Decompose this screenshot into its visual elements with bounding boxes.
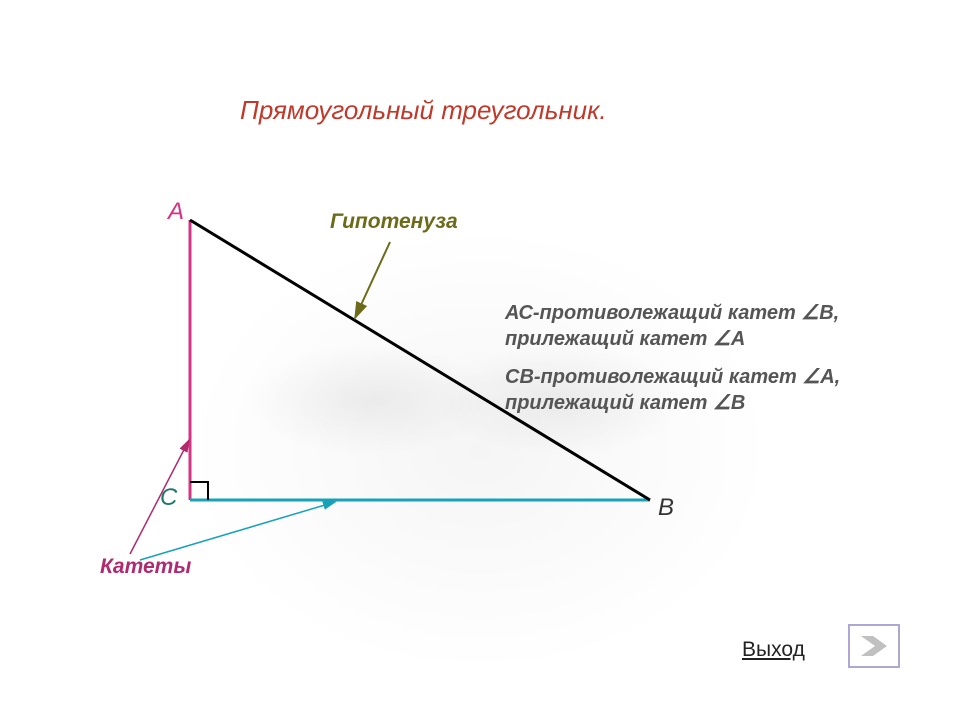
desc-line-1: АС-противолежащий катет ∠В, bbox=[505, 300, 839, 325]
vertex-label-a: А bbox=[168, 198, 184, 226]
legs-label: Катеты bbox=[100, 555, 191, 579]
vertex-label-c: С bbox=[160, 484, 177, 512]
hypotenuse-label: Гипотенуза bbox=[330, 210, 458, 234]
desc-line-3: СВ-противолежащий катет ∠А, bbox=[505, 364, 840, 389]
next-button[interactable] bbox=[848, 624, 900, 668]
desc-line-4: прилежащий катет ∠В bbox=[505, 390, 745, 415]
vertex-label-b: В bbox=[658, 494, 674, 522]
page-title: Прямоугольный треугольник. bbox=[240, 95, 607, 126]
desc-line-2: прилежащий катет ∠А bbox=[505, 326, 745, 351]
exit-button[interactable]: Выход bbox=[736, 636, 811, 664]
play-forward-icon bbox=[859, 634, 889, 658]
